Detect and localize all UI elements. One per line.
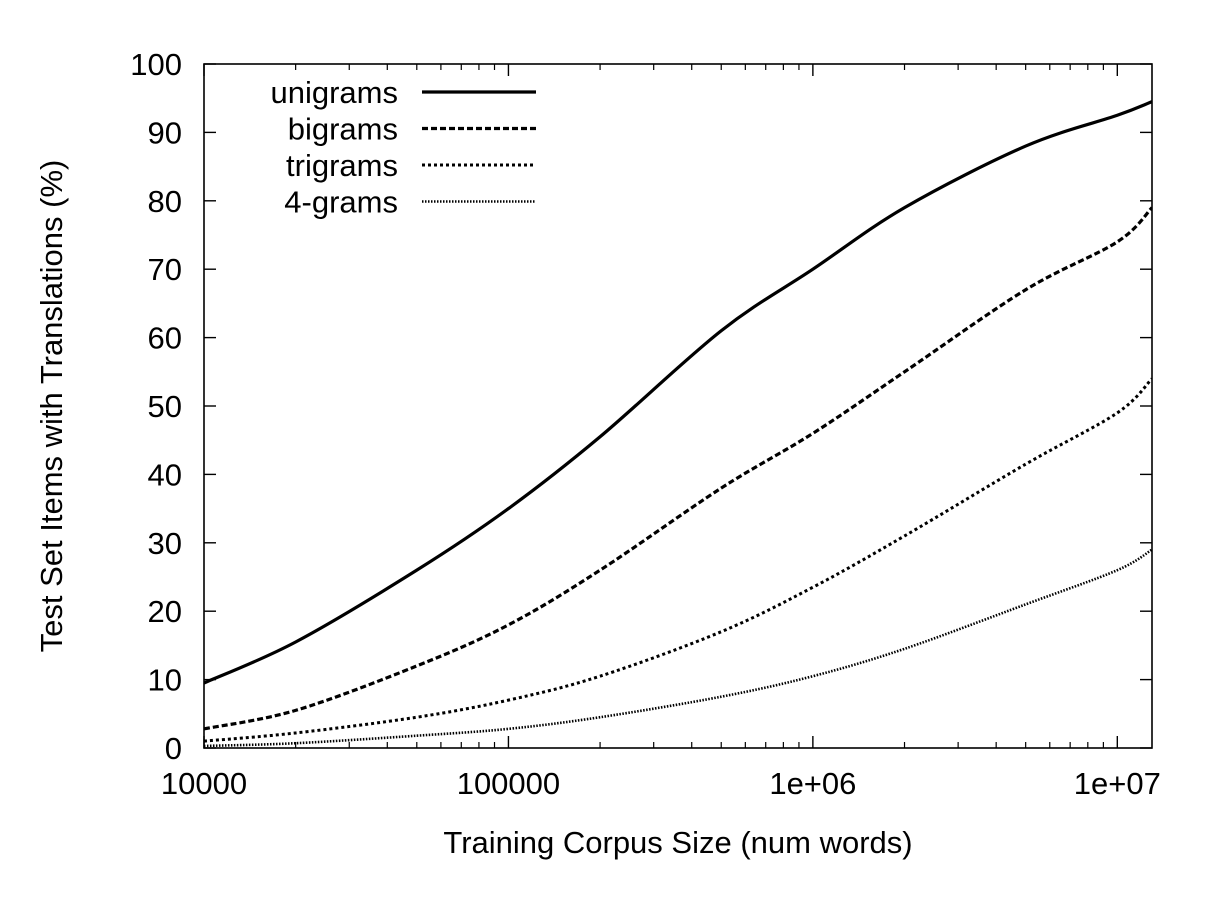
series-line-bigrams — [204, 206, 1152, 731]
y-axis-title: Test Set Items with Translations (%) — [34, 160, 69, 653]
ticks-layer: 0 10 20 30 40 50 60 70 80 90 100 10000 100000 1e+06 1e… — [130, 47, 1161, 801]
y-tick-label: 60 — [148, 321, 182, 356]
legend-label-unigrams: unigrams — [271, 75, 399, 110]
x-tick-label: 1e+07 — [1074, 766, 1161, 801]
y-tick-label: 0 — [165, 731, 182, 766]
y-tick-label: 70 — [148, 252, 182, 287]
legend-label-trigrams: trigrams — [286, 148, 398, 183]
series-line-4-grams — [204, 548, 1152, 748]
x-tick-label: 1e+06 — [769, 766, 856, 801]
x-tick-label: 10000 — [161, 766, 247, 801]
y-tick-label: 50 — [148, 389, 182, 424]
x-tick-label: 100000 — [457, 766, 560, 801]
y-tick-label: 80 — [148, 184, 182, 219]
legend-label-4-grams: 4-grams — [284, 185, 398, 220]
y-tick-label: 20 — [148, 594, 182, 629]
x-axis-title: Training Corpus Size (num words) — [443, 825, 912, 860]
series-line-trigrams — [204, 377, 1152, 743]
legend-label-bigrams: bigrams — [288, 112, 398, 147]
series-layer — [204, 100, 1152, 748]
y-tick-label: 90 — [148, 115, 182, 150]
y-tick-label: 40 — [148, 457, 182, 492]
y-tick-label: 10 — [148, 663, 182, 698]
y-tick-label: 30 — [148, 526, 182, 561]
series-line-unigrams — [204, 100, 1152, 685]
y-tick-label: 100 — [130, 47, 182, 82]
